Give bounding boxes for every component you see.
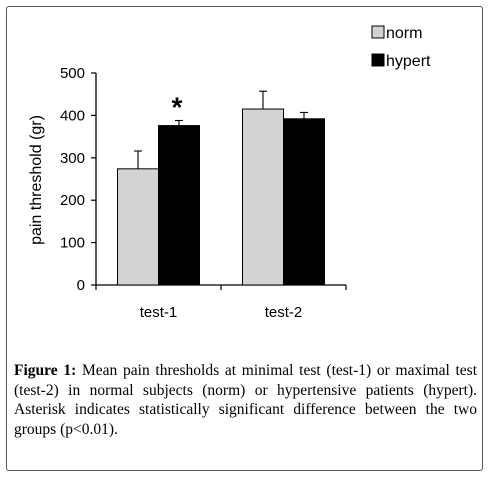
bar-hypert-test-1 [158, 125, 200, 286]
y-tick-label: 400 [60, 107, 85, 124]
y-axis-title: pain threshold (gr) [28, 115, 45, 245]
y-tick-label: 300 [60, 150, 85, 167]
caption-label: Figure 1: [14, 362, 77, 379]
bar-norm-test-1 [117, 168, 159, 286]
y-tick-label: 500 [60, 65, 85, 82]
legend-swatch-hypert [371, 53, 385, 67]
y-tick-label: 200 [60, 192, 85, 209]
legend-swatch-norm [371, 25, 385, 39]
legend-label-norm: norm [386, 25, 422, 42]
y-tick-label: 100 [60, 235, 85, 252]
y-tick-label: 0 [77, 277, 85, 294]
figure-caption: Figure 1: Mean pain thresholds at minima… [14, 361, 477, 439]
x-tick-label: test-2 [265, 304, 303, 321]
significance-asterisk: * [172, 91, 183, 122]
legend-label-hypert: hypert [386, 53, 431, 70]
x-tick-label: test-1 [140, 304, 178, 321]
bar-norm-test-2 [242, 108, 284, 286]
bar-hypert-test-2 [283, 118, 325, 286]
plot-area: 0 100 200 300 400 500 test-1 test-2 * norm hypert [60, 25, 431, 321]
bar-chart: pain threshold (gr) 0 100 200 300 400 500 test… [28, 25, 431, 321]
caption-text: Mean pain thresholds at minimal test (te… [14, 362, 478, 438]
